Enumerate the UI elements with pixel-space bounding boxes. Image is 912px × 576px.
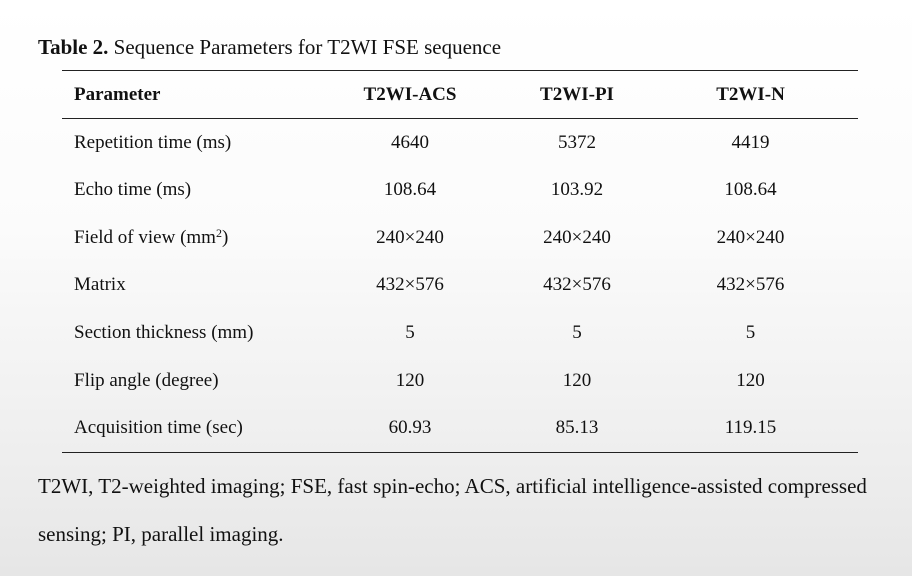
row-parameter: Flip angle (degree) xyxy=(74,369,219,391)
row-parameter: Section thickness (mm) xyxy=(74,322,254,344)
header-parameter: Parameter xyxy=(74,83,161,105)
header-t2wi-n: T2WI-N xyxy=(716,83,785,105)
table-row: Repetition time (ms) 4640 5372 4419 xyxy=(62,119,858,167)
cell-t2wi-pi: 5372 xyxy=(558,131,596,153)
table-header: Parameter T2WI-ACS T2WI-PI T2WI-N xyxy=(62,70,858,119)
cell-t2wi-pi: 432×576 xyxy=(543,274,611,296)
row-parameter-text: Field of view (mm xyxy=(74,226,216,248)
row-parameter: Repetition time (ms) xyxy=(74,131,232,153)
cell-t2wi-acs: 5 xyxy=(405,322,415,344)
cell-t2wi-pi: 103.92 xyxy=(550,179,604,201)
header-t2wi-pi: T2WI-PI xyxy=(540,83,614,105)
cell-t2wi-n: 5 xyxy=(745,322,756,344)
row-parameter: Acquisition time (sec) xyxy=(74,417,243,439)
table-row: Acquisition time (sec) 60.93 85.13 119.1… xyxy=(62,405,858,453)
cell-t2wi-n: 108.64 xyxy=(724,179,777,201)
sequence-parameters-table: Parameter T2WI-ACS T2WI-PI T2WI-N Repeti… xyxy=(62,70,858,453)
row-parameter: Echo time (ms) xyxy=(74,179,192,201)
cell-t2wi-pi: 240×240 xyxy=(543,226,611,248)
cell-t2wi-acs: 60.93 xyxy=(388,417,432,439)
table-body: Repetition time (ms) 4640 5372 4419 Echo… xyxy=(62,119,858,453)
cell-t2wi-pi: 5 xyxy=(572,322,582,344)
cell-t2wi-n: 120 xyxy=(736,369,765,391)
cell-t2wi-n: 119.15 xyxy=(724,417,777,439)
cell-t2wi-acs: 240×240 xyxy=(376,226,444,248)
table-caption-label: Table 2. xyxy=(38,35,109,59)
header-row: Parameter T2WI-ACS T2WI-PI T2WI-N xyxy=(62,70,858,119)
table-caption-text: Sequence Parameters for T2WI FSE sequenc… xyxy=(113,35,502,59)
cell-t2wi-n: 432×576 xyxy=(716,274,785,296)
cell-t2wi-acs: 4640 xyxy=(391,131,429,153)
header-t2wi-acs: T2WI-ACS xyxy=(363,83,457,105)
table-row: Echo time (ms) 108.64 103.92 108.64 xyxy=(62,166,858,214)
cell-t2wi-pi: 85.13 xyxy=(555,417,599,439)
cell-t2wi-acs: 108.64 xyxy=(383,179,437,201)
row-parameter-superscript: 2 xyxy=(215,225,222,240)
cell-t2wi-n: 240×240 xyxy=(716,226,785,248)
cell-t2wi-acs: 432×576 xyxy=(376,274,444,296)
table-row: Section thickness (mm) 5 5 5 xyxy=(62,309,858,357)
table-footnote: T2WI, T2-weighted imaging; FSE, fast spi… xyxy=(38,474,867,546)
table-caption: Table 2. Sequence Parameters for T2WI FS… xyxy=(38,34,501,60)
cell-t2wi-acs: 120 xyxy=(395,369,425,391)
cell-t2wi-pi: 120 xyxy=(562,369,592,391)
table-row: Field of view (mm2) 240×240 240×240 240×… xyxy=(62,214,858,262)
table-row: Matrix 432×576 432×576 432×576 xyxy=(62,262,858,310)
row-parameter-suffix: ) xyxy=(221,226,229,248)
row-parameter: Field of view (mm2) xyxy=(62,214,309,262)
table-row: Flip angle (degree) 120 120 120 xyxy=(62,357,858,405)
row-parameter: Matrix xyxy=(74,274,126,296)
cell-t2wi-n: 4419 xyxy=(731,131,770,153)
